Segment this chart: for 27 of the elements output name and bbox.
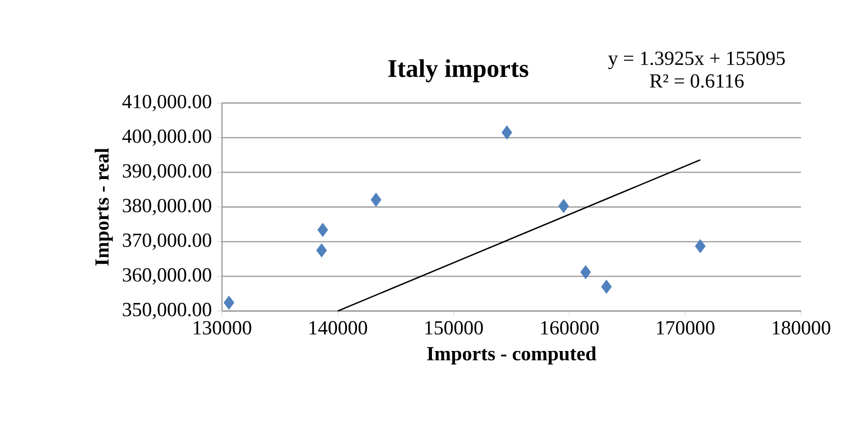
point [317,222,328,237]
x-tick-label: 140000 [310,321,368,335]
x-tick-label: 150000 [425,321,483,335]
chart-title: Italy imports [388,59,528,82]
x-tick-label: 160000 [541,321,599,335]
x-tick-label: 170000 [656,321,714,335]
point [558,199,569,213]
point [502,126,512,140]
point [316,243,327,258]
point [224,296,234,310]
y-tick-label: 360,000.00 [122,268,212,285]
point [370,192,382,207]
text: y = 1.3925x + 155095 [608,52,785,70]
y-tick-label: 410,000.00 [122,94,212,112]
text: R² = 0.6116 [650,74,744,88]
point [580,265,591,280]
y-tick-label: 350,000.00 [122,302,212,320]
x-tick-label: 180000 [772,321,830,335]
y-tick-label: 370,000.00 [122,233,212,250]
y-tick-label: 390,000.00 [122,164,212,181]
y-tick-label: 380,000.00 [122,198,212,216]
x-tick-label: 130000 [194,321,252,335]
y-axis-title: Imports - real [94,148,113,266]
y-tick-label: 400,000.00 [122,129,212,146]
x-axis-title: Imports - computed [427,346,596,365]
point [601,280,612,294]
point [694,239,706,254]
